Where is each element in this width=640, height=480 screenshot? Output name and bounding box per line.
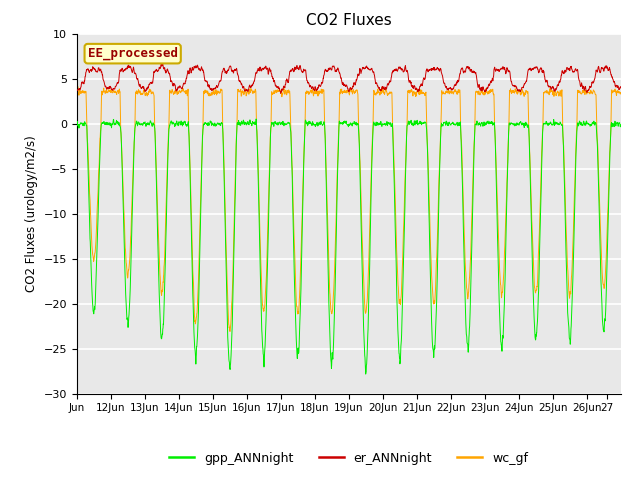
Title: CO2 Fluxes: CO2 Fluxes	[306, 13, 392, 28]
Legend: gpp_ANNnight, er_ANNnight, wc_gf: gpp_ANNnight, er_ANNnight, wc_gf	[164, 447, 533, 469]
Y-axis label: CO2 Fluxes (urology/m2/s): CO2 Fluxes (urology/m2/s)	[25, 135, 38, 292]
Text: EE_processed: EE_processed	[88, 47, 178, 60]
